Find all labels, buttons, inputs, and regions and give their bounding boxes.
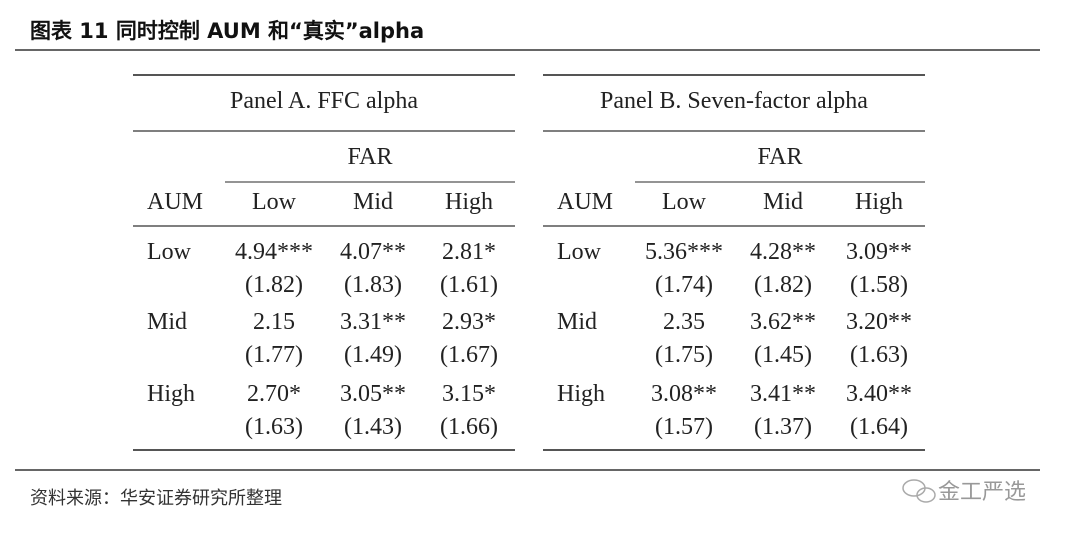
cell-error: (1.45) bbox=[754, 342, 812, 368]
cell-value: 2.70* bbox=[247, 381, 301, 407]
cell-value: 4.28** bbox=[750, 239, 816, 265]
group-label: FAR bbox=[347, 144, 393, 170]
table-rules bbox=[133, 74, 925, 451]
cell-error: (1.75) bbox=[655, 342, 713, 368]
cell-value: 2.93* bbox=[442, 309, 496, 335]
cell-error: (1.63) bbox=[245, 414, 303, 440]
panel-title: Panel B. Seven-factor alpha bbox=[600, 88, 868, 114]
watermark: 金工严选 bbox=[938, 480, 1027, 505]
cell-error: (1.49) bbox=[344, 342, 402, 368]
row-header: AUM bbox=[557, 189, 614, 215]
cell-value: 3.31** bbox=[340, 309, 406, 335]
row-label: High bbox=[147, 381, 195, 407]
cell-value: 3.08** bbox=[651, 381, 717, 407]
column-header: High bbox=[445, 189, 493, 215]
cell-error: (1.64) bbox=[850, 414, 908, 440]
column-header: Low bbox=[662, 189, 706, 215]
cell-error: (1.58) bbox=[850, 272, 908, 298]
row-label: Low bbox=[147, 239, 191, 265]
title: 图表 11 同时控制 AUM 和“真实”alpha bbox=[30, 19, 425, 43]
cell-error: (1.57) bbox=[655, 414, 713, 440]
row-label: High bbox=[557, 381, 605, 407]
column-header: Mid bbox=[762, 189, 804, 215]
column-header: Mid bbox=[352, 189, 394, 215]
cell-error: (1.66) bbox=[440, 414, 498, 440]
row-header: AUM bbox=[147, 189, 204, 215]
wechat-icon bbox=[902, 479, 936, 503]
cell-value: 3.15* bbox=[442, 381, 496, 407]
cell-value: 3.05** bbox=[340, 381, 406, 407]
cell-error: (1.37) bbox=[754, 414, 812, 440]
cell-value: 3.20** bbox=[846, 309, 912, 335]
row-label: Mid bbox=[557, 309, 598, 335]
source: 资料来源：华安证券研究所整理 bbox=[30, 488, 282, 509]
cell-value: 3.40** bbox=[846, 381, 912, 407]
cell-error: (1.74) bbox=[655, 272, 713, 298]
cell-value: 4.94*** bbox=[235, 239, 313, 265]
row-label: Low bbox=[557, 239, 601, 265]
cell-error: (1.82) bbox=[754, 272, 812, 298]
cell-error: (1.63) bbox=[850, 342, 908, 368]
panel-title: Panel A. FFC alpha bbox=[229, 88, 419, 114]
cell-value: 2.35 bbox=[663, 309, 705, 335]
cell-error: (1.43) bbox=[344, 414, 402, 440]
cell-error: (1.67) bbox=[440, 342, 498, 368]
column-header: High bbox=[855, 189, 903, 215]
cell-error: (1.82) bbox=[245, 272, 303, 298]
row-label: Mid bbox=[147, 309, 188, 335]
cell-value: 3.09** bbox=[846, 239, 912, 265]
cell-error: (1.83) bbox=[344, 272, 402, 298]
column-header: Low bbox=[252, 189, 296, 215]
cell-value: 2.81* bbox=[442, 239, 496, 265]
cell-value: 3.41** bbox=[750, 381, 816, 407]
cell-error: (1.77) bbox=[245, 342, 303, 368]
cell-error: (1.61) bbox=[440, 272, 498, 298]
cell-value: 5.36*** bbox=[645, 239, 723, 265]
group-label: FAR bbox=[757, 144, 803, 170]
cell-value: 4.07** bbox=[340, 239, 406, 265]
cell-value: 2.15 bbox=[253, 309, 295, 335]
cell-value: 3.62** bbox=[750, 309, 816, 335]
